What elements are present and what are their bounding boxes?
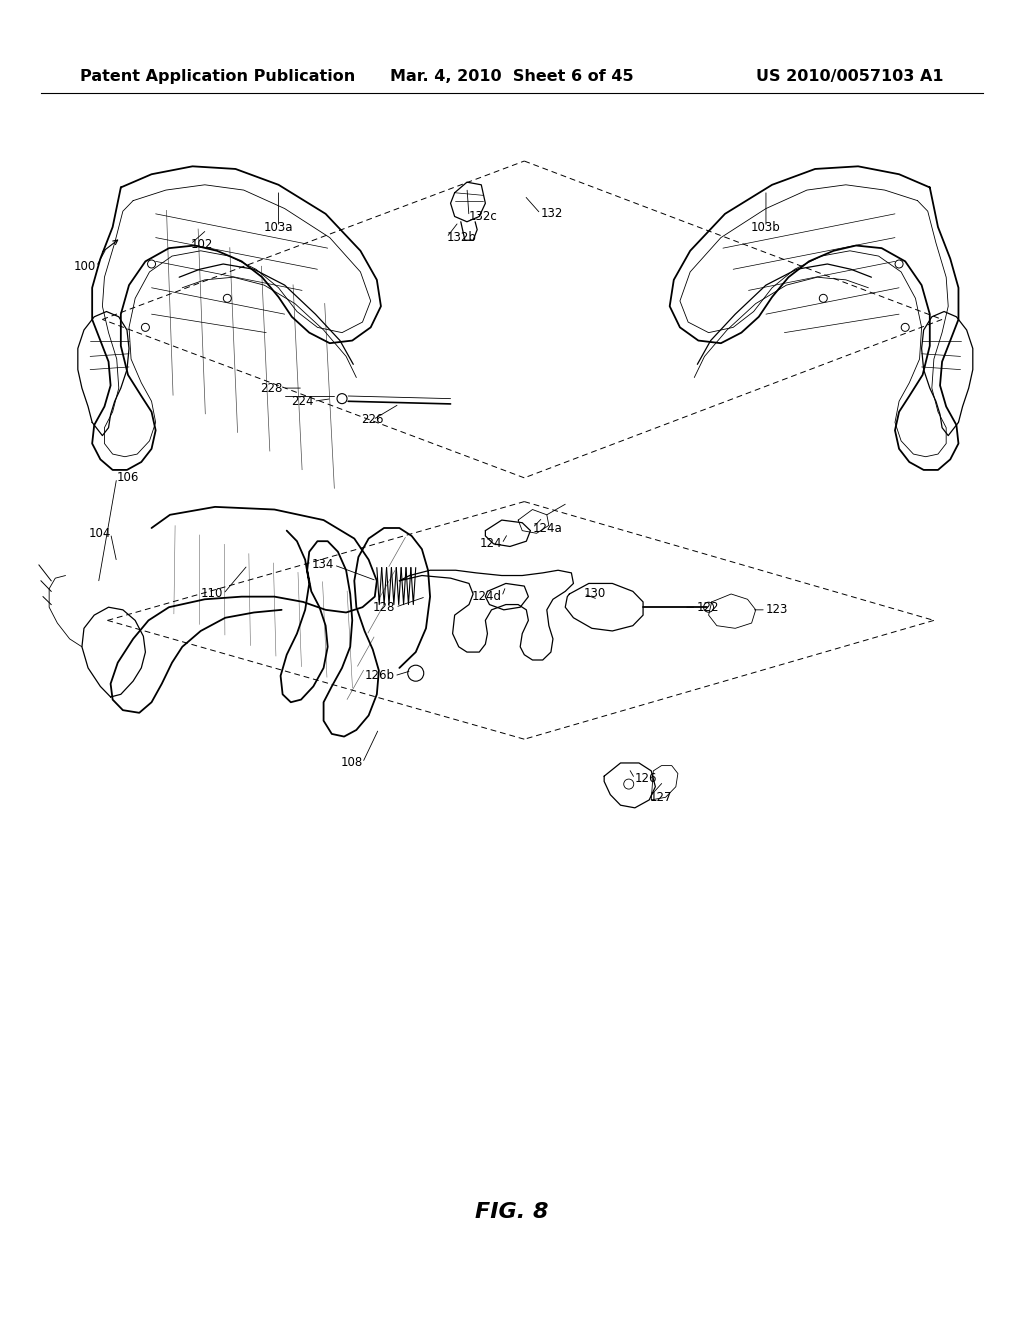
Text: 132: 132 — [541, 207, 563, 220]
Text: 132c: 132c — [469, 210, 498, 223]
Text: FIG. 8: FIG. 8 — [475, 1201, 549, 1222]
Text: 224: 224 — [291, 395, 313, 408]
Text: 126b: 126b — [365, 669, 394, 682]
Text: 108: 108 — [340, 756, 362, 770]
Text: 100: 100 — [74, 260, 96, 273]
Text: 228: 228 — [260, 381, 283, 395]
Text: 132b: 132b — [446, 231, 476, 244]
Text: Patent Application Publication: Patent Application Publication — [80, 69, 355, 84]
Text: US 2010/0057103 A1: US 2010/0057103 A1 — [757, 69, 944, 84]
Text: 124: 124 — [479, 537, 502, 550]
Text: 127: 127 — [649, 791, 672, 804]
Text: 102: 102 — [190, 238, 213, 251]
Text: 123: 123 — [766, 603, 788, 616]
Text: 128: 128 — [373, 601, 395, 614]
Text: 134: 134 — [311, 558, 334, 572]
Text: 124d: 124d — [472, 590, 502, 603]
Text: 130: 130 — [584, 587, 606, 601]
Text: 103a: 103a — [264, 220, 293, 234]
Text: 106: 106 — [117, 471, 139, 484]
Text: 124a: 124a — [532, 521, 562, 535]
Text: 122: 122 — [696, 601, 719, 614]
Text: Mar. 4, 2010  Sheet 6 of 45: Mar. 4, 2010 Sheet 6 of 45 — [390, 69, 634, 84]
Text: 104: 104 — [88, 527, 111, 540]
Text: 226: 226 — [361, 413, 384, 426]
Text: 126: 126 — [635, 772, 657, 785]
Text: 103b: 103b — [751, 220, 781, 234]
Text: 110: 110 — [201, 587, 223, 601]
